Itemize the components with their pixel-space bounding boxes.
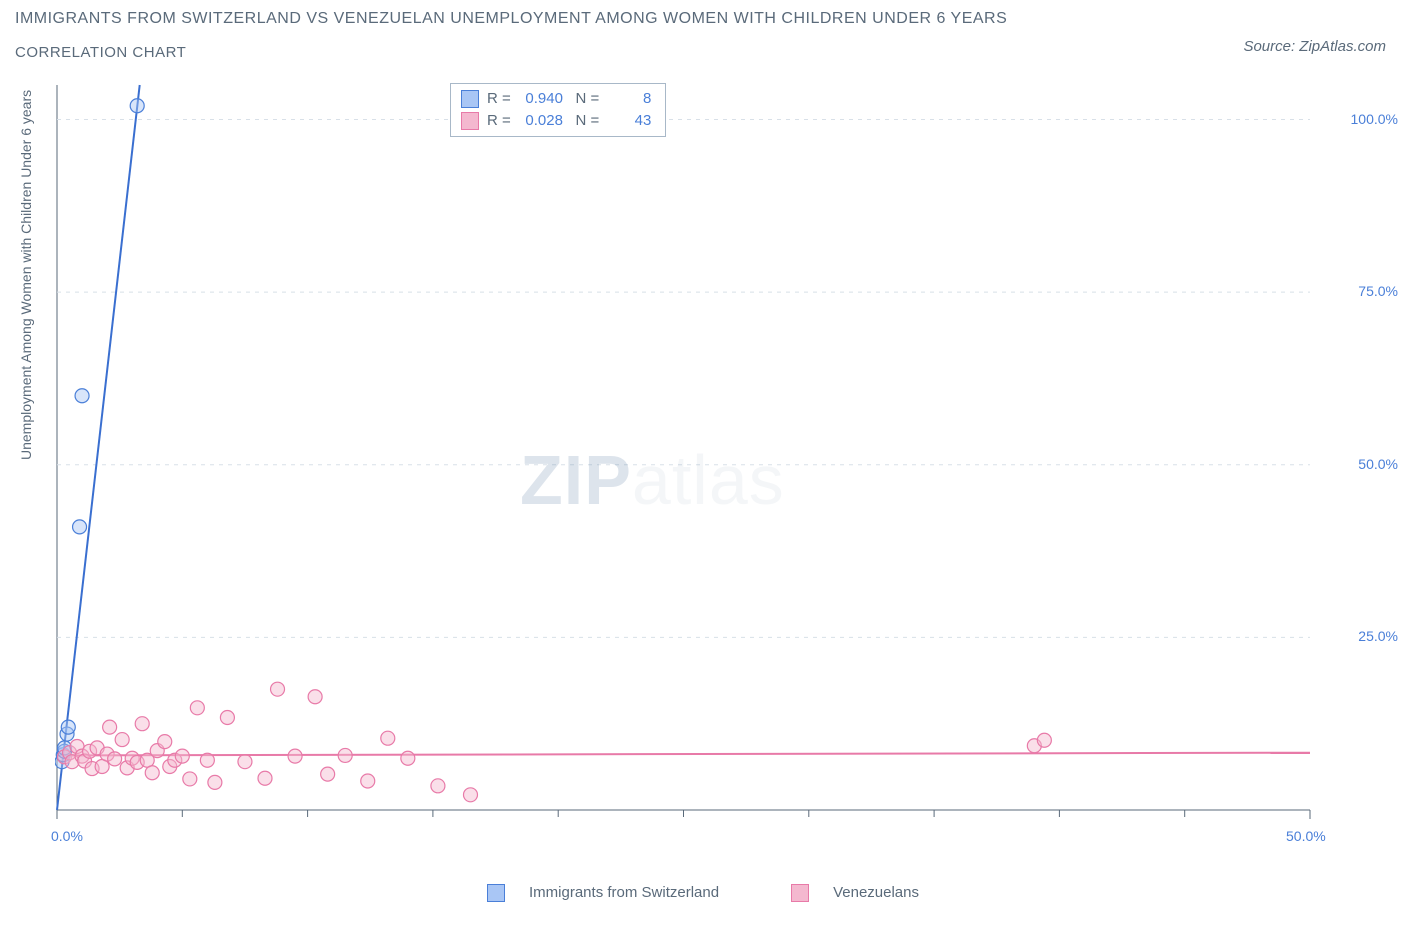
x-tick-label: 50.0% bbox=[1286, 828, 1326, 844]
stats-n-label: N = bbox=[563, 112, 603, 129]
watermark-bold: ZIP bbox=[520, 441, 632, 519]
legend-item: Venezuelans bbox=[773, 884, 937, 901]
stats-row: R = 0.940 N = 8 bbox=[461, 88, 651, 110]
stats-n-value: 8 bbox=[603, 88, 651, 110]
legend-swatch bbox=[461, 90, 479, 108]
source-attribution: Source: ZipAtlas.com bbox=[1243, 38, 1386, 55]
watermark-rest: atlas bbox=[632, 441, 785, 519]
stats-n-value: 43 bbox=[603, 110, 651, 132]
legend-label: Immigrants from Switzerland bbox=[529, 884, 719, 901]
legend-swatch bbox=[461, 112, 479, 130]
stats-legend: R = 0.940 N = 8R = 0.028 N = 43 bbox=[450, 83, 666, 137]
y-tick-label: 100.0% bbox=[1351, 111, 1398, 127]
y-tick-label: 25.0% bbox=[1358, 628, 1398, 644]
y-axis-label: Unemployment Among Women with Children U… bbox=[18, 90, 34, 460]
watermark: ZIPatlas bbox=[520, 440, 785, 520]
legend-bottom: Immigrants from Switzerland Venezuelans bbox=[0, 884, 1406, 902]
legend-label: Venezuelans bbox=[833, 884, 919, 901]
legend-item: Immigrants from Switzerland bbox=[469, 884, 737, 901]
stats-n-label: N = bbox=[563, 90, 603, 107]
stats-r-value: 0.028 bbox=[515, 110, 563, 132]
x-tick-label: 0.0% bbox=[51, 828, 83, 844]
legend-swatch bbox=[487, 884, 505, 902]
legend-swatch bbox=[791, 884, 809, 902]
stats-r-label: R = bbox=[487, 112, 515, 129]
stats-r-label: R = bbox=[487, 90, 515, 107]
stats-row: R = 0.028 N = 43 bbox=[461, 110, 651, 132]
chart-container: IMMIGRANTS FROM SWITZERLAND VS VENEZUELA… bbox=[0, 0, 1406, 930]
chart-title: IMMIGRANTS FROM SWITZERLAND VS VENEZUELA… bbox=[15, 10, 1007, 28]
y-tick-label: 50.0% bbox=[1358, 456, 1398, 472]
chart-subtitle: CORRELATION CHART bbox=[15, 44, 186, 61]
stats-r-value: 0.940 bbox=[515, 88, 563, 110]
y-tick-label: 75.0% bbox=[1358, 283, 1398, 299]
